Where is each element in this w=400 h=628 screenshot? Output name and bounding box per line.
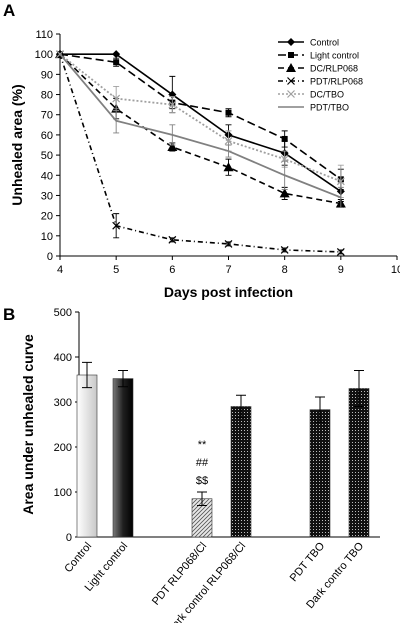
y-tick-label: 400 — [54, 352, 72, 364]
panel-a-letter: A — [3, 1, 15, 20]
y-tick-label: 50 — [41, 150, 53, 162]
data-point — [168, 235, 177, 244]
data-point — [281, 135, 288, 142]
panel-a-line-chart: 0 10 20 30 40 50 60 70 80 90 100 110 4 5 6 7 8 9 10 Days po… — [9, 29, 400, 300]
x-tick-label: 8 — [282, 264, 288, 276]
y-tick-label: 300 — [54, 397, 72, 409]
x-tick-label: 5 — [113, 264, 119, 276]
y-tick-label: 10 — [41, 231, 53, 243]
error-bar — [354, 370, 364, 407]
error-bar — [169, 124, 176, 146]
data-point — [167, 142, 178, 152]
legend-label: DC/RLP068 — [310, 64, 358, 74]
legend-label: Control — [310, 38, 339, 48]
error-bar — [281, 160, 288, 190]
series-dc-tbo — [56, 50, 345, 198]
legend-label: PDT/TBO — [310, 103, 349, 113]
y-tick-label: 90 — [41, 69, 53, 81]
x-tick-label: 10 — [391, 264, 400, 276]
x-tick-label: 6 — [169, 264, 175, 276]
error-bar — [82, 361, 92, 389]
y-tick-label: 80 — [41, 90, 53, 102]
data-point — [280, 246, 289, 254]
legend-label: PDT/RLP068 — [310, 77, 363, 87]
y-tick-label: 40 — [41, 170, 53, 182]
data-point — [336, 248, 345, 256]
y-tick-label: 110 — [35, 29, 53, 41]
series-line-dc-rlp068 — [59, 53, 341, 205]
data-point — [113, 59, 120, 66]
bar-pdt-tbo — [309, 409, 331, 538]
error-bar — [113, 108, 120, 134]
series-line-light-control — [59, 53, 342, 180]
error-bar — [118, 370, 128, 388]
data-point — [224, 239, 233, 248]
y-tick-label: 100 — [54, 487, 72, 499]
bar-dark-contro-tbo — [348, 388, 370, 538]
category-label: PDT TBO — [288, 540, 328, 584]
series-line-pdt-rlp068 — [59, 53, 341, 253]
panel-b-letter: B — [3, 305, 15, 324]
bar-light-control — [112, 378, 134, 538]
legend: Control Light control DC/RLP068 PDT/RLP068 D… — [278, 38, 363, 113]
series-control — [56, 50, 345, 202]
bar-control — [76, 374, 98, 538]
y-tick-label: 30 — [41, 190, 53, 202]
x-tick-label: 7 — [225, 264, 231, 276]
y-tick-label: 0 — [66, 532, 72, 544]
series-line-dc-tbo — [59, 53, 342, 183]
error-bar — [225, 144, 232, 158]
series-pdt-rlp068 — [56, 50, 345, 256]
data-point — [112, 221, 121, 230]
legend-label: DC/TBO — [310, 90, 344, 100]
data-point — [224, 137, 233, 145]
data-point — [336, 177, 345, 186]
data-point — [168, 100, 177, 109]
error-bar — [236, 394, 246, 419]
bar-dark-control-rlp068-cl — [230, 406, 252, 538]
y-tick-label: 100 — [35, 49, 53, 61]
significance-annotation: $$ — [196, 475, 208, 487]
error-bar — [315, 396, 325, 423]
legend-marker — [288, 52, 294, 58]
error-bar — [337, 186, 344, 209]
y-tick-label: 60 — [41, 130, 53, 142]
y-axis-title: Area under unhealed curve — [20, 334, 36, 515]
legend-label: Light control — [310, 51, 359, 61]
significance-annotation: ## — [196, 457, 209, 469]
panel-b-bar-chart: 0 100 200 300 400 500 Area under unhealed curv… — [20, 307, 380, 628]
series-light-control — [57, 51, 344, 190]
data-point — [225, 109, 232, 116]
y-tick-label: 0 — [47, 251, 53, 263]
x-tick-label: 4 — [57, 264, 63, 276]
legend-marker — [286, 63, 296, 72]
data-point — [112, 50, 121, 59]
category-label: Control — [62, 540, 94, 575]
y-tick-label: 70 — [41, 110, 53, 122]
series-pdt-tbo — [59, 53, 344, 209]
legend-marker — [287, 90, 295, 98]
data-point — [223, 162, 234, 172]
error-bar — [197, 491, 207, 506]
y-tick-label: 20 — [41, 211, 53, 223]
legend-marker — [287, 38, 295, 46]
data-point — [279, 188, 290, 198]
series-line-control — [60, 53, 342, 193]
y-tick-label: 200 — [54, 442, 72, 454]
legend-marker — [287, 77, 295, 85]
series-line-pdt-tbo — [59, 53, 342, 199]
y-axis-title: Unhealed area (%) — [9, 84, 25, 205]
data-point — [112, 94, 121, 103]
y-tick-label: 500 — [54, 307, 72, 319]
series-dc-rlp068 — [55, 49, 346, 209]
x-tick-label: 9 — [338, 264, 344, 276]
x-axis-title: Days post infection — [164, 284, 293, 300]
significance-annotation: ** — [198, 439, 207, 451]
